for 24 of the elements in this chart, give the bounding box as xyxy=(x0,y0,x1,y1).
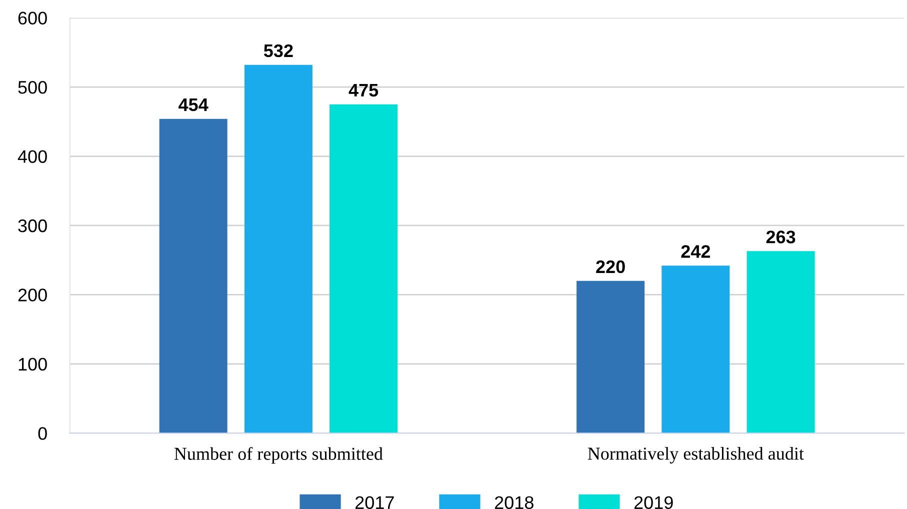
x-tick-label: Number of reports submitted xyxy=(174,447,383,464)
bar xyxy=(244,64,312,434)
bar xyxy=(159,118,228,434)
y-tick-label: 200 xyxy=(18,288,47,302)
data-label: 220 xyxy=(596,260,625,274)
bar xyxy=(662,266,730,434)
y-tick-label: 0 xyxy=(38,427,47,440)
bar xyxy=(330,104,398,434)
data-label: 454 xyxy=(178,98,208,112)
legend-label: 2018 xyxy=(494,496,534,509)
y-tick-label: 500 xyxy=(18,80,47,94)
bar xyxy=(746,251,815,434)
y-tick-label: 300 xyxy=(18,219,47,232)
y-tick-label: 100 xyxy=(18,358,47,371)
bar xyxy=(576,280,645,434)
y-tick-label: 600 xyxy=(18,12,47,25)
data-label: 242 xyxy=(681,245,710,258)
x-tick-label: Normatively established audit xyxy=(588,447,804,464)
legend-label: 2019 xyxy=(634,496,673,509)
legend-label: 2017 xyxy=(356,496,394,509)
data-label: 263 xyxy=(766,230,796,244)
data-label: 475 xyxy=(348,84,378,97)
data-label: 532 xyxy=(264,44,293,58)
y-tick-label: 400 xyxy=(18,150,47,163)
